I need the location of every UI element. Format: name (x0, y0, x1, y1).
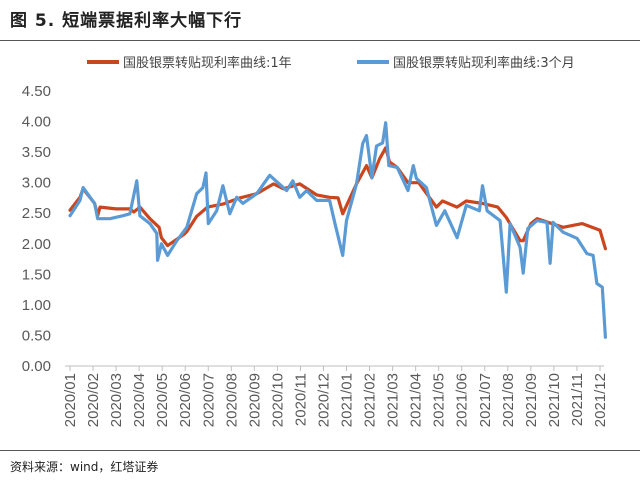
x-tick-label: 2020/04 (131, 373, 148, 427)
x-tick-label: 2021/04 (408, 373, 425, 427)
figure-title: 图 5. 短端票据利率大幅下行 (10, 11, 243, 31)
x-tick-label: 2021/01 (339, 373, 356, 427)
x-tick-label: 2020/10 (269, 373, 286, 427)
x-tick-label: 2021/02 (362, 373, 379, 427)
y-tick-label: 3.50 (22, 144, 51, 161)
x-tick-label: 2020/05 (154, 373, 171, 427)
y-tick-label: 0.50 (22, 327, 51, 344)
x-tick-label: 2021/07 (477, 373, 494, 427)
series-lines (68, 121, 608, 339)
x-tick-label: 2021/11 (569, 373, 586, 426)
x-tick-label: 2021/05 (431, 373, 448, 427)
x-axis: 2020/01 2020/02 2020/03 2020/04 2020/05 2020/… (62, 365, 609, 427)
source-divider (0, 450, 640, 451)
y-tick-label: 2.50 (22, 205, 51, 222)
series-line-1y (68, 146, 608, 251)
x-tick-label: 2020/07 (200, 373, 217, 427)
legend-label-1y: 国股银票转贴现利率曲线:1年 (123, 55, 292, 71)
x-tick-label: 2021/12 (592, 373, 609, 427)
x-tick-label: 2021/10 (546, 373, 563, 427)
y-tick-label: 0.00 (22, 358, 51, 375)
source-note: 资料来源：wind，红塔证券 (10, 460, 159, 474)
y-tick-label: 1.00 (22, 297, 51, 314)
line-chart: 国股银票转贴现利率曲线:1年 国股银票转贴现利率曲线:3个月 0.00 0.50 1… (22, 55, 609, 427)
x-tick-label: 2020/06 (177, 373, 194, 427)
legend: 国股银票转贴现利率曲线:1年 国股银票转贴现利率曲线:3个月 (87, 55, 575, 71)
y-tick-label: 1.50 (22, 266, 51, 283)
x-tick-label: 2020/12 (315, 373, 332, 427)
x-tick-label: 2021/09 (523, 373, 540, 427)
y-axis: 0.00 0.50 1.00 1.50 2.00 2.50 3.00 3.50 4.00 4.50 (22, 83, 51, 375)
x-tick-label: 2021/06 (454, 373, 471, 427)
y-tick-label: 4.50 (22, 83, 51, 100)
x-tick-label: 2020/11 (292, 373, 309, 426)
x-tick-label: 2020/08 (223, 373, 240, 427)
y-tick-label: 2.00 (22, 236, 51, 253)
x-tick-label: 2020/03 (108, 373, 125, 427)
legend-label-3m: 国股银票转贴现利率曲线:3个月 (393, 55, 575, 71)
title-divider (0, 40, 640, 41)
x-tick-label: 2021/03 (385, 373, 402, 427)
series-line-3m (68, 121, 608, 339)
x-tick-label: 2020/02 (85, 373, 102, 427)
y-tick-label: 4.00 (22, 114, 51, 131)
x-tick-label: 2020/01 (62, 373, 79, 427)
y-tick-label: 3.00 (22, 175, 51, 192)
x-tick-label: 2020/09 (246, 373, 263, 427)
x-tick-label: 2021/08 (500, 373, 517, 427)
